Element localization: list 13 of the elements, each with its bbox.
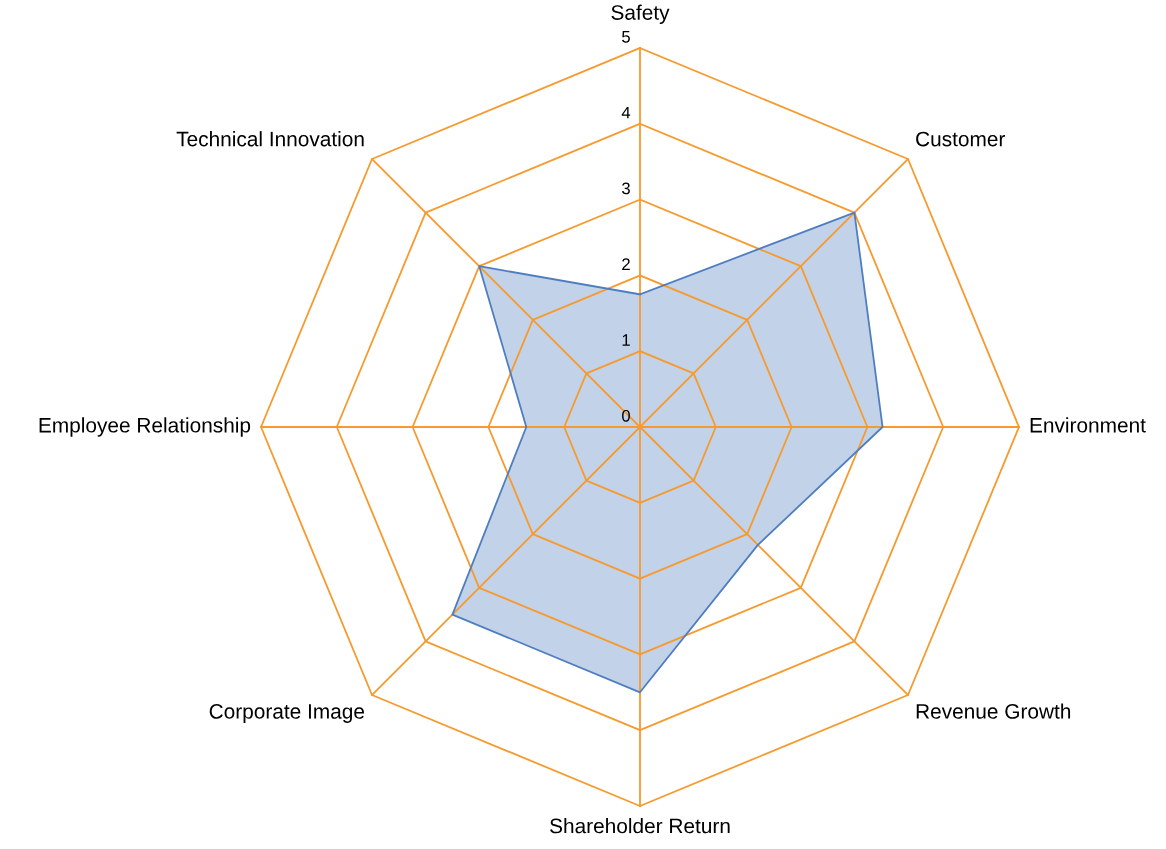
spoke-label: Shareholder Return <box>550 818 730 834</box>
spoke-label: Corporate Image <box>209 704 365 723</box>
y-tick-label: 3 <box>622 182 630 195</box>
y-tick-label: 2 <box>622 258 630 270</box>
spoke-label: Safety <box>611 4 670 24</box>
spoke-label: Revenue Growth <box>916 703 1071 719</box>
y-tick-label: 1 <box>622 334 630 346</box>
spoke-label: Technical Innovation <box>176 131 364 147</box>
spoke-label: Employee Relationship <box>39 417 251 437</box>
spoke-label: Environment <box>1030 417 1146 433</box>
y-tick-label: 5 <box>622 31 630 43</box>
y-tick-label: 4 <box>621 106 631 119</box>
spoke-label: Customer <box>916 131 1006 147</box>
